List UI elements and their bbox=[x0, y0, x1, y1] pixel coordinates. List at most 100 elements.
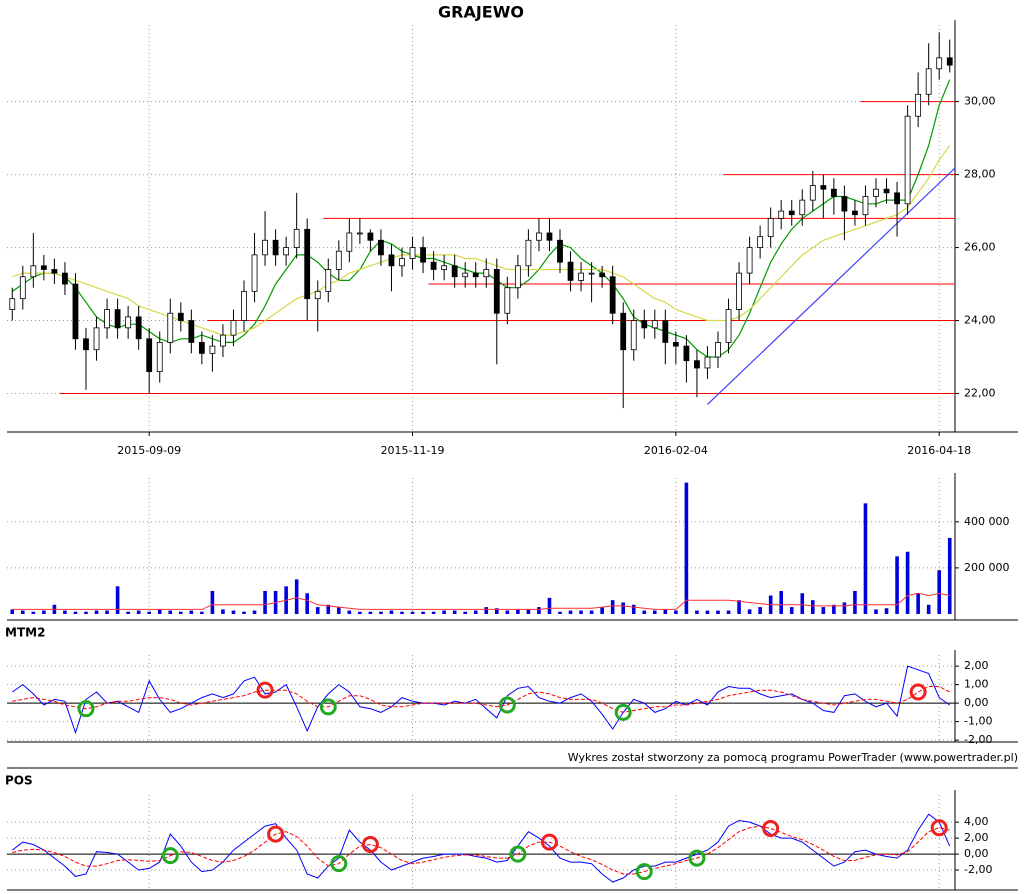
candle-body bbox=[725, 309, 732, 343]
candle-body bbox=[651, 320, 658, 329]
volume-bar bbox=[653, 610, 657, 614]
candle-body bbox=[894, 192, 900, 205]
volume-bar bbox=[695, 610, 699, 614]
buy-signal bbox=[509, 845, 527, 863]
candle-body bbox=[104, 309, 110, 329]
y-tick-label: 24,00 bbox=[964, 314, 996, 327]
y-tick-label: 30,00 bbox=[964, 95, 996, 108]
volume-bar bbox=[63, 610, 67, 614]
volume-bar bbox=[463, 611, 467, 614]
candle-body bbox=[177, 312, 184, 321]
trend-line bbox=[707, 166, 957, 405]
candle-body bbox=[283, 247, 290, 256]
volume-bar bbox=[200, 611, 204, 614]
candle-body bbox=[399, 258, 405, 267]
y-tick-label: 0,00 bbox=[964, 696, 989, 709]
volume-bar bbox=[842, 602, 847, 614]
volume-bar bbox=[179, 611, 183, 614]
volume-bar bbox=[937, 570, 941, 614]
candle-body bbox=[778, 210, 785, 219]
candle-body bbox=[936, 57, 943, 70]
chart-title: GRAJEWO bbox=[438, 3, 524, 22]
candle-body bbox=[736, 272, 742, 310]
volume-bar bbox=[168, 610, 173, 614]
indicator-line bbox=[12, 665, 950, 735]
volume-bar bbox=[642, 610, 647, 614]
volume-bar bbox=[874, 609, 878, 614]
volume-bar bbox=[800, 593, 805, 614]
volume-bar bbox=[600, 607, 604, 614]
candle-body bbox=[925, 68, 932, 95]
candle-body bbox=[504, 287, 511, 314]
volume-bar bbox=[210, 590, 215, 614]
candle-body bbox=[715, 342, 721, 358]
volume-bar bbox=[42, 610, 46, 614]
volume-bar bbox=[947, 537, 952, 614]
panel-title: MTM2 bbox=[5, 626, 45, 640]
buy-signal bbox=[330, 855, 348, 873]
volume-bar bbox=[315, 607, 320, 614]
candle-body bbox=[335, 250, 342, 270]
volume-bar bbox=[811, 600, 815, 614]
volume-bar bbox=[252, 610, 257, 614]
candle-body bbox=[746, 247, 753, 274]
candle-body bbox=[904, 115, 911, 205]
buy-signal bbox=[161, 847, 179, 865]
candle-body bbox=[767, 217, 774, 238]
x-tick-label: 2016-04-18 bbox=[907, 444, 971, 457]
sell-signal bbox=[256, 681, 274, 699]
sell-signal bbox=[909, 683, 927, 701]
volume-bar bbox=[758, 607, 762, 614]
buy-signal bbox=[77, 700, 95, 718]
candle-body bbox=[599, 272, 606, 278]
indicator-line bbox=[12, 825, 950, 875]
volume-bar bbox=[10, 609, 15, 614]
candle-body bbox=[378, 239, 384, 256]
volume-bar bbox=[726, 610, 731, 614]
candle-body bbox=[19, 276, 26, 300]
candle-body bbox=[220, 334, 226, 347]
volume-bar bbox=[136, 610, 141, 614]
candle-body bbox=[946, 57, 953, 66]
volume-bar bbox=[379, 611, 383, 614]
y-tick-label: 400 000 bbox=[964, 515, 1010, 528]
candle-body bbox=[757, 236, 764, 248]
candle-body bbox=[809, 185, 816, 201]
candle-body bbox=[430, 261, 437, 270]
candle-body bbox=[683, 345, 690, 362]
candle-body bbox=[609, 276, 616, 314]
volume-bar bbox=[832, 604, 836, 614]
candle-body bbox=[51, 269, 58, 274]
candle-body bbox=[346, 232, 353, 252]
volume-bar bbox=[189, 610, 194, 614]
volume-bar bbox=[337, 607, 341, 614]
candle-body bbox=[578, 272, 584, 281]
volume-bar bbox=[853, 590, 857, 614]
y-tick-label: 1,00 bbox=[964, 678, 989, 691]
candle-body bbox=[704, 356, 711, 369]
volume-bar bbox=[105, 610, 109, 614]
volume-bar bbox=[147, 611, 151, 614]
volume-bar bbox=[558, 611, 562, 614]
volume-bar bbox=[526, 609, 531, 614]
buy-signal bbox=[614, 703, 632, 721]
volume-bar bbox=[905, 551, 910, 614]
volume-bar bbox=[473, 610, 478, 614]
candle-body bbox=[30, 265, 37, 278]
buy-signal bbox=[319, 698, 337, 716]
sell-signal bbox=[930, 819, 948, 837]
buy-signal bbox=[498, 696, 516, 714]
candle-body bbox=[915, 93, 922, 117]
candle-body bbox=[367, 232, 374, 241]
candle-body bbox=[241, 290, 247, 321]
candle-body bbox=[546, 232, 553, 241]
candle-body bbox=[304, 228, 311, 300]
volume-bar bbox=[821, 607, 826, 614]
candle-body bbox=[409, 247, 416, 259]
candle-body bbox=[135, 316, 142, 340]
candle-body bbox=[146, 338, 153, 373]
volume-bar bbox=[926, 604, 931, 614]
candle-body bbox=[198, 342, 205, 354]
volume-bar bbox=[157, 609, 162, 614]
